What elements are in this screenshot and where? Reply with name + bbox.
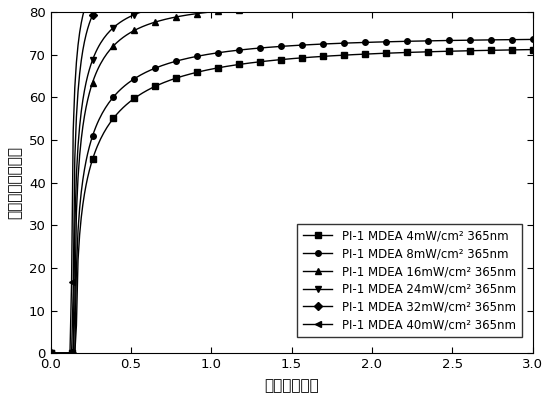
PI-1 MDEA 4mW/cm² 365nm [333, 53, 339, 58]
PI-1 MDEA 16mW/cm² 365nm [333, 4, 339, 8]
PI-1 MDEA 32mW/cm² 365nm [47, 351, 54, 356]
PI-1 MDEA 24mW/cm² 365nm [49, 351, 56, 356]
Line: PI-1 MDEA 16mW/cm² 365nm: PI-1 MDEA 16mW/cm² 365nm [48, 1, 535, 356]
PI-1 MDEA 8mW/cm² 365nm [529, 37, 536, 42]
PI-1 MDEA 32mW/cm² 365nm [49, 351, 56, 356]
PI-1 MDEA 4mW/cm² 365nm [47, 351, 54, 356]
PI-1 MDEA 4mW/cm² 365nm [342, 53, 349, 58]
PI-1 MDEA 4mW/cm² 365nm [454, 49, 460, 54]
PI-1 MDEA 40mW/cm² 365nm [47, 351, 54, 356]
PI-1 MDEA 8mW/cm² 365nm [342, 41, 349, 46]
PI-1 MDEA 16mW/cm² 365nm [342, 3, 349, 8]
PI-1 MDEA 4mW/cm² 365nm [484, 48, 491, 53]
PI-1 MDEA 4mW/cm² 365nm [529, 47, 536, 52]
Legend: PI-1 MDEA 4mW/cm² 365nm, PI-1 MDEA 8mW/cm² 365nm, PI-1 MDEA 16mW/cm² 365nm, PI-1: PI-1 MDEA 4mW/cm² 365nm, PI-1 MDEA 8mW/c… [297, 224, 522, 337]
PI-1 MDEA 8mW/cm² 365nm [47, 351, 54, 356]
PI-1 MDEA 40mW/cm² 365nm [49, 351, 56, 356]
PI-1 MDEA 24mW/cm² 365nm [47, 351, 54, 356]
Line: PI-1 MDEA 24mW/cm² 365nm: PI-1 MDEA 24mW/cm² 365nm [48, 0, 535, 356]
Line: PI-1 MDEA 32mW/cm² 365nm: PI-1 MDEA 32mW/cm² 365nm [48, 0, 535, 356]
PI-1 MDEA 8mW/cm² 365nm [333, 41, 339, 46]
PI-1 MDEA 16mW/cm² 365nm [484, 2, 491, 6]
PI-1 MDEA 16mW/cm² 365nm [334, 3, 341, 8]
PI-1 MDEA 4mW/cm² 365nm [49, 351, 56, 356]
PI-1 MDEA 16mW/cm² 365nm [49, 351, 56, 356]
Line: PI-1 MDEA 8mW/cm² 365nm: PI-1 MDEA 8mW/cm² 365nm [48, 37, 535, 356]
PI-1 MDEA 16mW/cm² 365nm [529, 2, 536, 6]
Y-axis label: 转化率（百分比）: 转化率（百分比） [7, 146, 22, 219]
X-axis label: 时间（分钟）: 时间（分钟） [264, 378, 319, 393]
PI-1 MDEA 8mW/cm² 365nm [334, 41, 341, 46]
PI-1 MDEA 16mW/cm² 365nm [454, 2, 460, 7]
PI-1 MDEA 16mW/cm² 365nm [47, 351, 54, 356]
Line: PI-1 MDEA 40mW/cm² 365nm: PI-1 MDEA 40mW/cm² 365nm [48, 0, 535, 356]
PI-1 MDEA 4mW/cm² 365nm [334, 53, 341, 58]
PI-1 MDEA 8mW/cm² 365nm [454, 38, 460, 43]
PI-1 MDEA 8mW/cm² 365nm [49, 351, 56, 356]
PI-1 MDEA 8mW/cm² 365nm [484, 38, 491, 42]
Line: PI-1 MDEA 4mW/cm² 365nm: PI-1 MDEA 4mW/cm² 365nm [48, 47, 535, 356]
